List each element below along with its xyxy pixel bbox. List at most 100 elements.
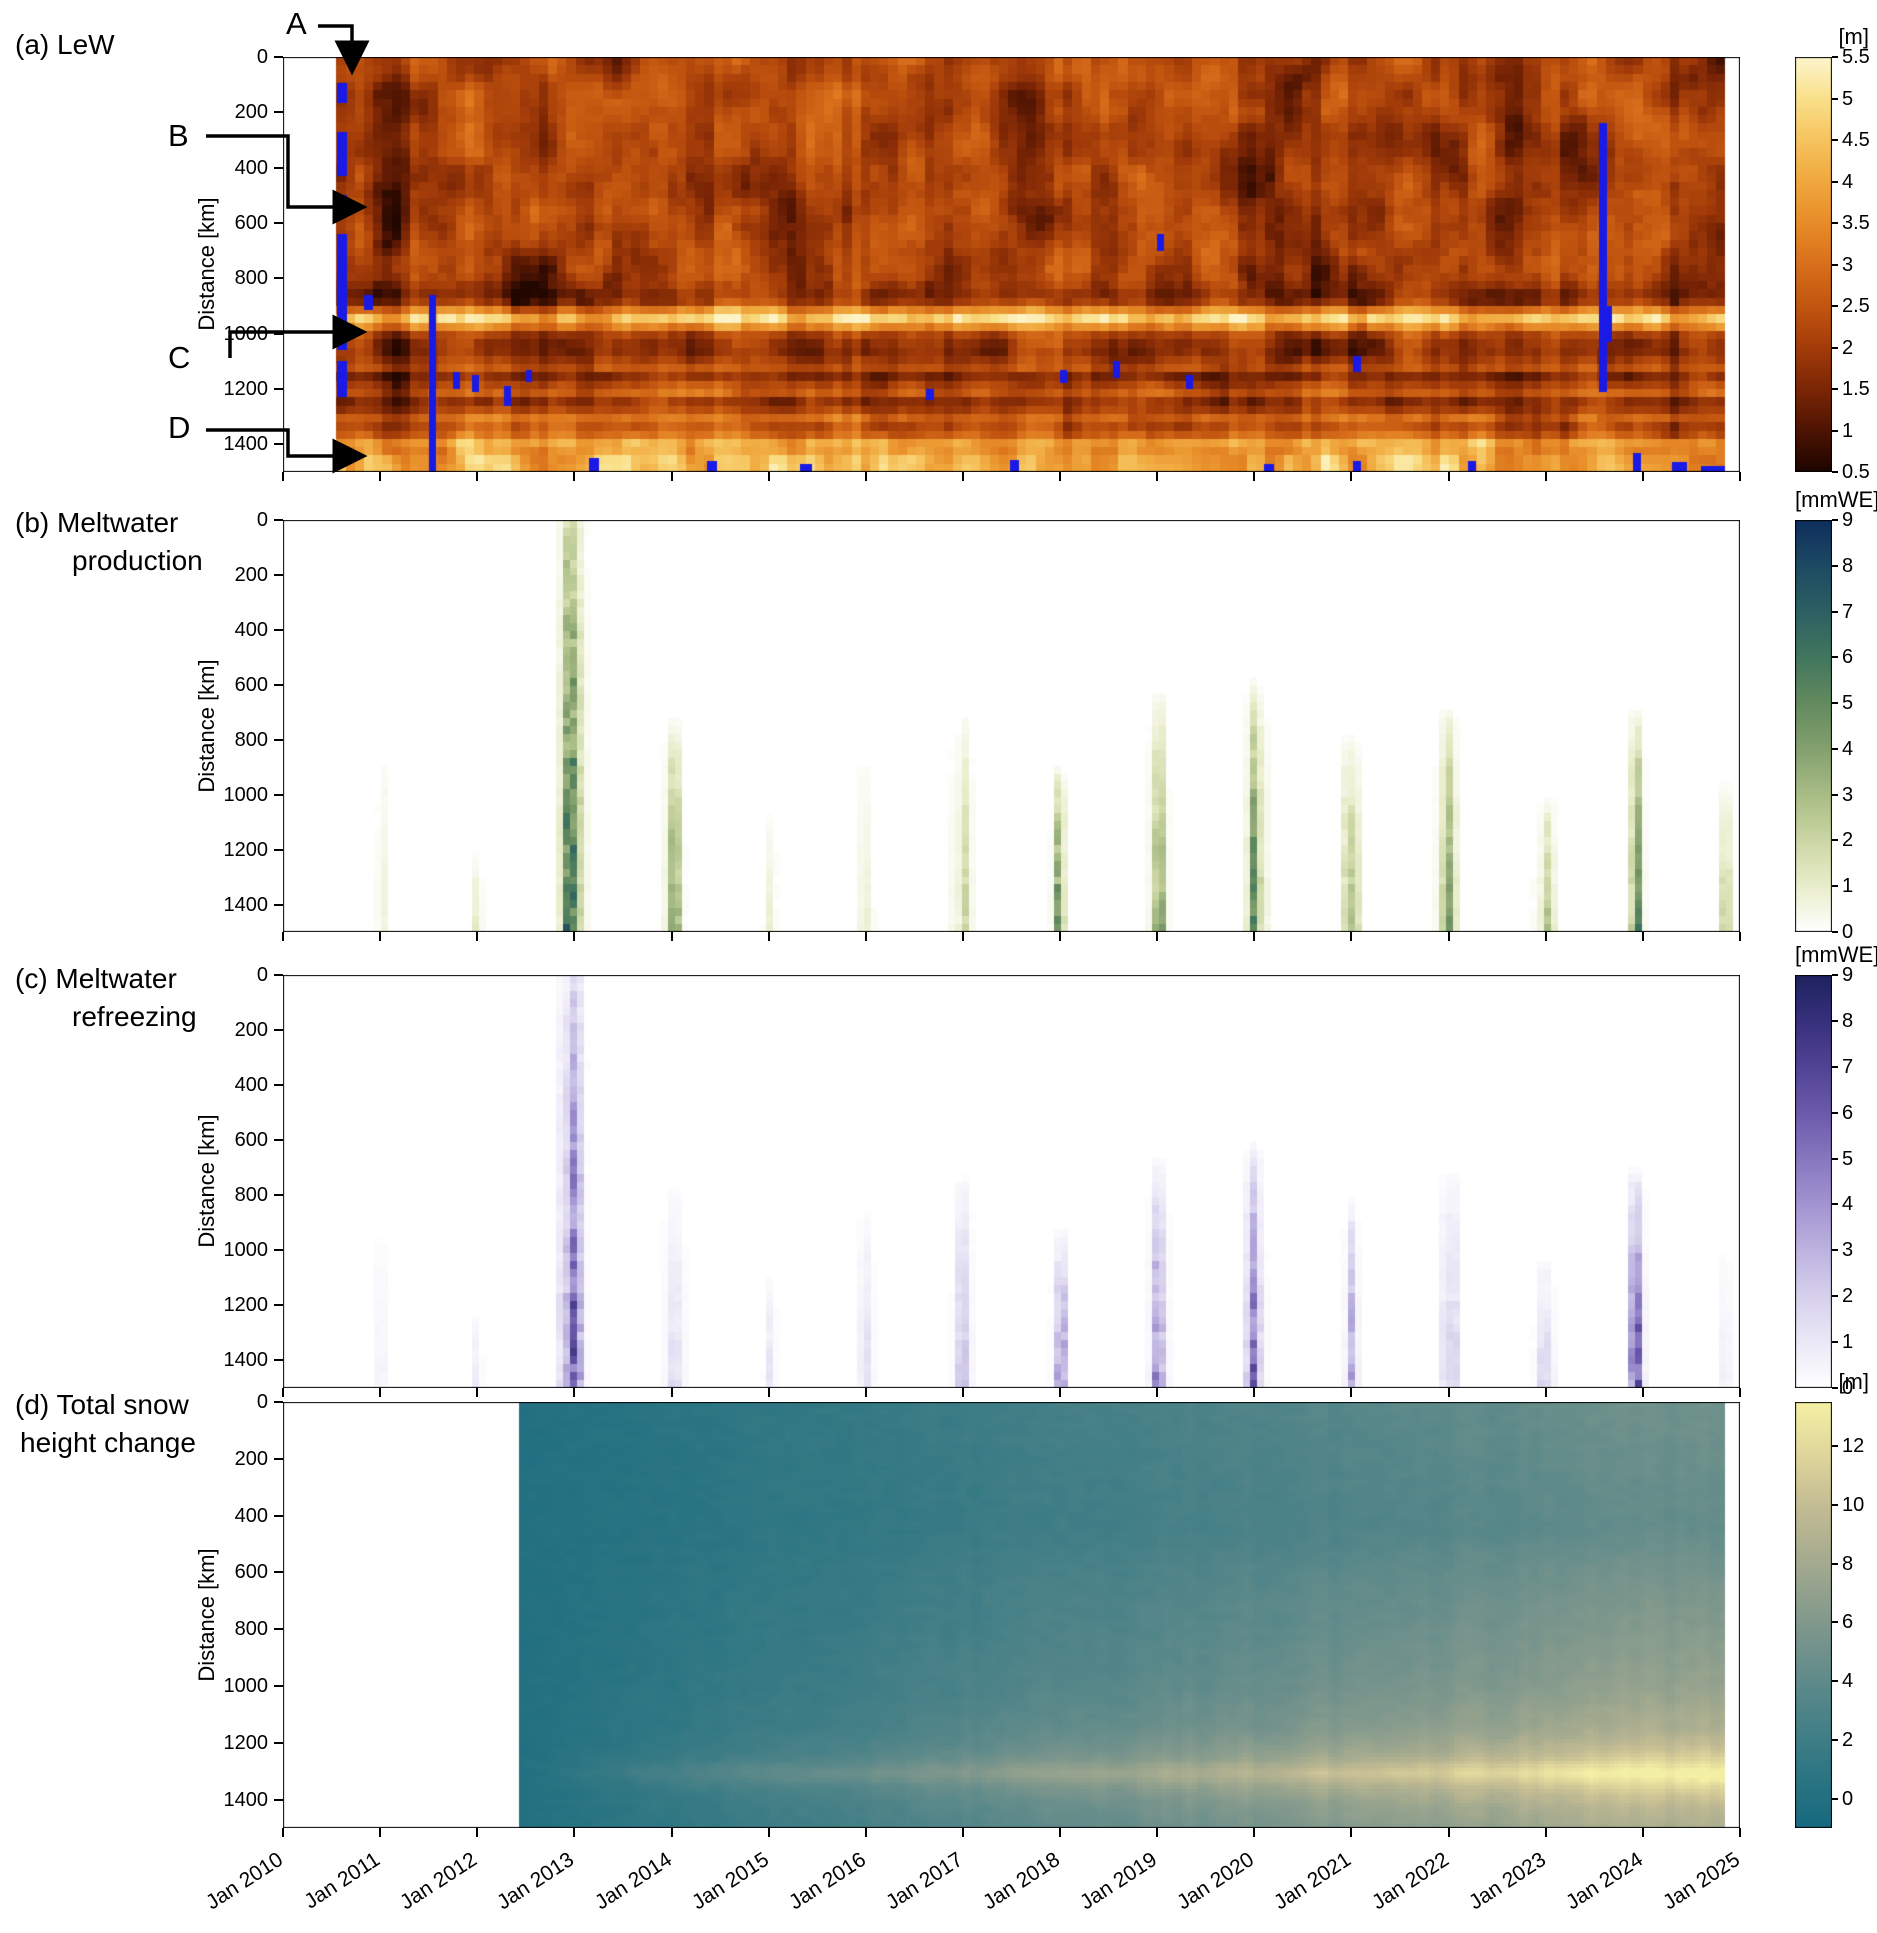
y-tick-mark <box>274 1514 283 1517</box>
colorbar-tick-mark <box>1832 1203 1838 1206</box>
x-tick-mark <box>1156 1388 1159 1397</box>
x-tick-mark <box>573 1828 576 1837</box>
colorbar-tick-label: 9 <box>1842 964 1854 986</box>
annotation-b-label: B <box>168 118 189 153</box>
y-tick-label: 1000 <box>223 1675 269 1697</box>
colorbar-tick-mark <box>1832 564 1838 567</box>
colorbar-tick-label: 2 <box>1842 336 1854 359</box>
x-tick-mark <box>573 932 576 941</box>
x-tick-mark <box>864 932 867 941</box>
y-tick-mark <box>274 1304 283 1307</box>
colorbar-tick-label: 2 <box>1842 1728 1854 1751</box>
y-tick-mark <box>274 974 283 976</box>
y-tick-label: 600 <box>234 1129 268 1152</box>
colorbar-tick-mark <box>1832 519 1838 521</box>
x-tick-mark <box>1350 1828 1353 1837</box>
y-tick-label: 400 <box>234 1504 268 1527</box>
y-tick-mark <box>274 1571 283 1574</box>
y-tick-mark <box>274 56 283 58</box>
x-tick-mark <box>1059 1388 1062 1397</box>
colorbar-tick-label: 4.5 <box>1842 129 1870 151</box>
y-tick-mark <box>274 848 283 851</box>
colorbar-tick-mark <box>1832 222 1838 224</box>
colorbar-tick-mark <box>1832 747 1838 750</box>
x-tick-mark <box>767 1828 770 1837</box>
panel-c-colorbar-unit: [mmWE] <box>1795 942 1877 967</box>
colorbar-tick-label: 12 <box>1842 1435 1865 1458</box>
colorbar-tick-label: 2 <box>1842 829 1854 852</box>
colorbar-tick-label: 3 <box>1842 1239 1854 1262</box>
colorbar-tick-label: 2.5 <box>1842 295 1870 317</box>
colorbar-tick-mark <box>1832 1797 1838 1800</box>
colorbar-tick-mark <box>1832 1157 1838 1160</box>
panel-b-label-line2: production <box>72 545 203 576</box>
y-tick-mark <box>274 1359 283 1362</box>
y-tick-mark <box>274 388 283 390</box>
colorbar-tick-label: 5.5 <box>1842 46 1870 68</box>
panel-c-label-line2: refreezing <box>72 1001 197 1032</box>
x-tick-mark <box>1253 1388 1256 1397</box>
y-tick-label: 400 <box>234 1074 268 1097</box>
panel-b-colorbar-unit: [mmWE] <box>1795 487 1877 512</box>
colorbar-tick-mark <box>1832 388 1838 390</box>
y-tick-label: 1000 <box>223 1239 269 1262</box>
colorbar-tick-mark <box>1832 974 1838 976</box>
colorbar-tick-label: 0 <box>1842 1787 1854 1810</box>
panel-c-colorbar <box>1795 975 1832 1388</box>
colorbar-tick-label: 6 <box>1842 1101 1854 1124</box>
colorbar-tick-mark <box>1832 180 1838 183</box>
y-tick-mark <box>274 277 283 280</box>
x-tick-mark <box>961 472 964 481</box>
colorbar-tick-mark <box>1832 839 1838 842</box>
colorbar-tick-label: 1.5 <box>1842 378 1870 400</box>
y-tick-label: 600 <box>234 673 268 696</box>
colorbar-tick-label: 8 <box>1842 1009 1854 1032</box>
colorbar-tick-label: 7 <box>1842 600 1854 623</box>
y-tick-mark <box>274 1029 283 1032</box>
y-tick-label: 1000 <box>223 322 269 345</box>
x-tick-mark <box>961 1828 964 1837</box>
colorbar-tick-label: 4 <box>1842 737 1854 760</box>
x-tick-mark <box>767 932 770 941</box>
y-tick-label: 1400 <box>223 433 269 456</box>
y-tick-mark <box>274 1798 283 1801</box>
y-tick-mark <box>274 519 283 521</box>
panel-c-heatmap-canvas <box>283 975 1740 1388</box>
x-tick-mark <box>961 932 964 941</box>
y-tick-mark <box>274 1084 283 1087</box>
x-tick-mark <box>1350 472 1353 481</box>
y-tick-mark <box>274 1249 283 1252</box>
annotation-a-arrow <box>318 24 370 76</box>
colorbar-tick-label: 6 <box>1842 1611 1854 1634</box>
annotation-a-label: A <box>286 6 307 41</box>
colorbar-tick-label: 3 <box>1842 783 1854 806</box>
colorbar-tick-label: 9 <box>1842 509 1854 531</box>
y-tick-label: 800 <box>234 1618 268 1641</box>
y-tick-label: 400 <box>234 618 268 641</box>
x-tick-mark <box>1253 1828 1256 1837</box>
colorbar-tick-mark <box>1832 305 1838 307</box>
y-tick-label: 400 <box>234 156 268 179</box>
x-tick-mark <box>1059 932 1062 941</box>
colorbar-tick-mark <box>1832 1065 1838 1068</box>
y-tick-mark <box>274 903 283 906</box>
colorbar-tick-mark <box>1832 1738 1838 1741</box>
y-tick-mark <box>274 1457 283 1460</box>
y-tick-mark <box>274 111 283 114</box>
colorbar-tick-mark <box>1832 1503 1838 1506</box>
x-tick-mark <box>961 1388 964 1397</box>
x-tick-mark <box>1447 472 1450 481</box>
colorbar-tick-label: 0.5 <box>1842 461 1870 483</box>
colorbar-tick-label: 8 <box>1842 1552 1854 1575</box>
panel-d-heatmap-canvas <box>283 1402 1740 1828</box>
colorbar-tick-mark <box>1832 885 1838 888</box>
y-tick-mark <box>274 628 283 631</box>
panel-a-heatmap-canvas <box>283 57 1740 472</box>
x-tick-mark <box>767 1388 770 1397</box>
x-tick-mark <box>1447 1828 1450 1837</box>
y-tick-label: 0 <box>256 964 268 986</box>
x-tick-mark <box>1059 1828 1062 1837</box>
colorbar-tick-label: 6 <box>1842 646 1854 669</box>
y-tick-mark <box>274 1139 283 1142</box>
colorbar-tick-mark <box>1832 1621 1838 1624</box>
